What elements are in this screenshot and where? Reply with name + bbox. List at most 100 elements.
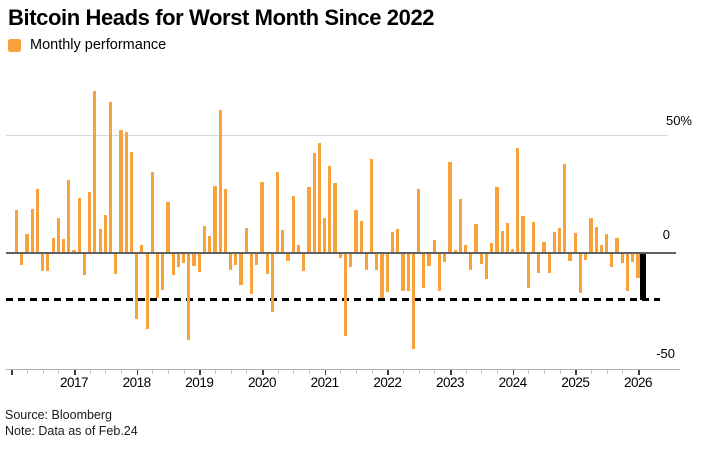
month-bar <box>380 253 384 298</box>
note-line: Note: Data as of Feb.24 <box>5 424 138 438</box>
month-bar <box>605 233 609 252</box>
month-bar <box>443 253 447 262</box>
month-bar <box>484 253 489 279</box>
chart-title: Bitcoin Heads for Worst Month Since 2022 <box>8 5 435 30</box>
month-bar <box>359 220 363 252</box>
quarter-tick <box>497 370 499 374</box>
month-bar <box>615 238 619 252</box>
month-bar <box>140 245 144 252</box>
month-bar <box>46 253 50 271</box>
month-bar <box>464 245 468 252</box>
month-bar <box>103 214 107 252</box>
quarter-tick <box>465 370 467 374</box>
quarter-tick <box>26 370 28 374</box>
month-bar <box>98 228 102 252</box>
month-bar <box>437 253 442 291</box>
quarter-tick <box>356 370 357 374</box>
x-tick-label-2021: 2021 <box>310 375 340 390</box>
month-bar <box>328 166 332 252</box>
month-bar <box>511 248 515 252</box>
month-bar <box>296 245 301 252</box>
x-tick-label-2024: 2024 <box>498 375 528 390</box>
month-bar <box>547 253 551 273</box>
month-bar <box>537 253 541 274</box>
month-bar <box>213 186 217 252</box>
month-bar <box>312 152 316 252</box>
month-bar <box>625 253 630 291</box>
month-bar <box>432 240 436 252</box>
month-bar <box>563 163 567 252</box>
month-bar <box>93 91 97 252</box>
month-bar <box>610 253 614 267</box>
month-bar <box>401 253 405 292</box>
month-bar <box>166 201 170 252</box>
quarter-tick <box>591 370 593 374</box>
footer-note: Source: Bloomberg Note: Data as of Feb.2… <box>5 407 138 439</box>
month-bar <box>41 253 45 272</box>
legend-swatch-orange-icon <box>8 39 21 52</box>
month-bar <box>197 253 201 273</box>
x-tick-label-2022: 2022 <box>373 375 402 390</box>
month-bar <box>631 253 635 262</box>
month-bar <box>171 253 175 275</box>
x-tick-label-2018: 2018 <box>122 375 152 390</box>
month-bar <box>202 226 207 252</box>
month-bar <box>448 162 452 252</box>
month-bar <box>584 253 588 260</box>
month-bar <box>317 142 321 252</box>
month-bar <box>323 218 327 252</box>
month-bar <box>82 253 87 276</box>
month-bar <box>176 253 181 268</box>
month-bar <box>479 253 483 264</box>
source-line: Source: Bloomberg <box>5 408 113 422</box>
x-tick-label-2025: 2025 <box>561 375 590 390</box>
month-bar <box>568 253 572 261</box>
year-tick <box>11 370 13 375</box>
quarter-tick <box>606 370 608 374</box>
year-tick <box>512 370 515 375</box>
month-bar <box>150 172 154 252</box>
x-tick-label-2019: 2019 <box>185 375 214 390</box>
month-bar <box>500 231 504 252</box>
month-bar <box>108 101 113 252</box>
month-bar <box>124 132 128 252</box>
quarter-tick <box>168 370 169 374</box>
month-bar <box>135 253 139 320</box>
x-tick-label-2017: 2017 <box>59 375 89 390</box>
month-bar <box>307 187 311 252</box>
quarter-tick <box>105 370 107 374</box>
month-bar <box>192 253 196 267</box>
month-bar <box>594 226 598 252</box>
y-tick-label-minus50: -50 <box>656 346 675 361</box>
month-bar <box>338 253 342 258</box>
current-month-bar <box>640 253 646 301</box>
month-bar <box>558 228 562 252</box>
year-tick <box>450 370 452 375</box>
year-tick <box>136 370 139 375</box>
month-bar <box>406 253 410 291</box>
month-bar <box>599 245 603 252</box>
month-bar <box>77 197 81 252</box>
quarter-tick <box>293 370 295 374</box>
quarter-tick <box>58 370 60 374</box>
month-bar <box>244 228 248 252</box>
month-bar <box>67 180 71 252</box>
quarter-tick <box>230 370 232 374</box>
month-bar <box>422 253 426 289</box>
month-bar <box>249 253 254 294</box>
month-bar <box>35 189 40 252</box>
quarter-tick <box>121 370 122 374</box>
month-bar <box>30 208 34 252</box>
quarter-tick <box>246 370 248 374</box>
month-bar <box>129 151 134 252</box>
month-bar <box>589 218 593 252</box>
quarter-tick <box>622 370 624 374</box>
month-bar <box>411 253 415 350</box>
quarter-tick <box>559 370 561 374</box>
month-bar <box>114 253 118 275</box>
month-bar <box>396 229 400 252</box>
month-bar <box>636 253 640 279</box>
year-tick <box>74 370 76 375</box>
month-bar <box>375 253 379 271</box>
